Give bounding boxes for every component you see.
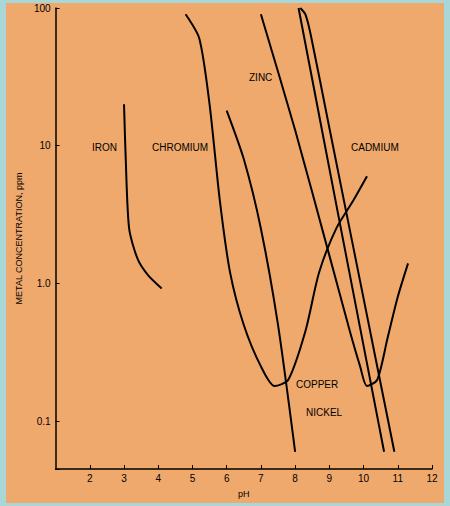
svg-text:CADMIUM: CADMIUM xyxy=(351,142,399,153)
svg-text:4: 4 xyxy=(155,473,161,484)
svg-text:8: 8 xyxy=(292,473,298,484)
svg-text:pH: pH xyxy=(238,489,250,499)
svg-text:9: 9 xyxy=(327,473,333,484)
svg-text:METAL CONCENTRATION, ppm: METAL CONCENTRATION, ppm xyxy=(14,173,24,305)
svg-text:10: 10 xyxy=(358,473,370,484)
svg-text:6: 6 xyxy=(224,473,230,484)
svg-text:1.0: 1.0 xyxy=(37,278,51,289)
svg-text:IRON: IRON xyxy=(92,142,117,153)
svg-text:100: 100 xyxy=(34,3,51,14)
svg-text:COPPER: COPPER xyxy=(296,379,338,390)
svg-text:10: 10 xyxy=(39,140,51,151)
svg-text:0.1: 0.1 xyxy=(37,416,51,427)
svg-text:NICKEL: NICKEL xyxy=(306,407,343,418)
svg-text:5: 5 xyxy=(190,473,196,484)
svg-text:3: 3 xyxy=(121,473,127,484)
svg-text:7: 7 xyxy=(258,473,264,484)
svg-text:12: 12 xyxy=(426,473,438,484)
svg-text:2: 2 xyxy=(87,473,93,484)
svg-text:CHROMIUM: CHROMIUM xyxy=(152,142,208,153)
svg-text:11: 11 xyxy=(393,473,404,484)
svg-text:ZINC: ZINC xyxy=(249,72,272,83)
